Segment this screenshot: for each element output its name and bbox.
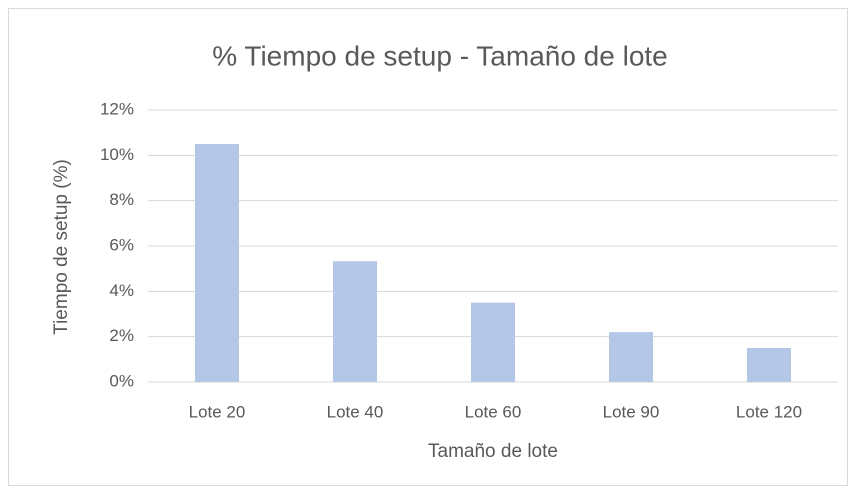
y-tick-label: 4% bbox=[109, 281, 134, 300]
bar bbox=[333, 261, 377, 382]
y-tick-label: 8% bbox=[109, 190, 134, 209]
x-tick-label: Lote 120 bbox=[736, 402, 802, 421]
bar bbox=[747, 348, 791, 382]
chart-border bbox=[8, 8, 848, 486]
y-tick-label: 12% bbox=[100, 99, 134, 118]
y-tick-label: 0% bbox=[109, 371, 134, 390]
x-tick-label: Lote 60 bbox=[465, 402, 522, 421]
chart-title: % Tiempo de setup - Tamaño de lote bbox=[212, 40, 668, 71]
bar bbox=[471, 302, 515, 382]
x-tick-label: Lote 90 bbox=[603, 402, 660, 421]
y-tick-label: 2% bbox=[109, 326, 134, 345]
bar bbox=[195, 144, 239, 382]
bar bbox=[609, 332, 653, 382]
y-axis-title: Tiempo de setup (%) bbox=[51, 159, 72, 335]
y-tick-label: 6% bbox=[109, 235, 134, 254]
x-tick-label: Lote 40 bbox=[327, 402, 384, 421]
y-tick-label: 10% bbox=[100, 145, 134, 164]
x-tick-label: Lote 20 bbox=[189, 402, 246, 421]
x-axis-title: Tamaño de lote bbox=[428, 441, 558, 462]
